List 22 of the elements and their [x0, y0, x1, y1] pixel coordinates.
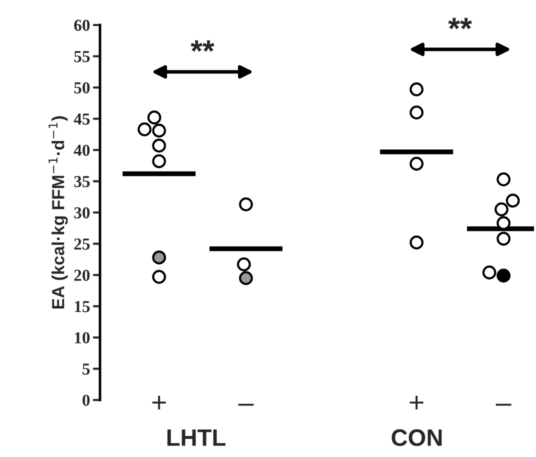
y-tick-label: 25	[74, 238, 90, 250]
x-axis-title: LHTL	[167, 430, 226, 446]
x-tick-label: +	[152, 396, 166, 410]
x-tick-label: –	[238, 404, 254, 406]
y-tick-label: 60	[74, 20, 90, 31]
y-tick-label: 30	[74, 207, 90, 218]
x-axis-title: CON	[392, 429, 442, 446]
y-tick-label: 55	[74, 51, 90, 62]
annotation: **	[190, 40, 214, 52]
y-tick-label: 20	[74, 270, 90, 281]
y-tick-label: 5	[82, 364, 90, 375]
y-tick-label: 35	[74, 176, 90, 188]
x-tick-label: +	[410, 396, 424, 410]
y-tick-label: 15	[74, 301, 90, 312]
x-tick-label: –	[496, 404, 512, 406]
y-axis-title: EA (kcal·kg FFM$^{−1}$·d$^{−1}$)	[48, 116, 68, 309]
y-tick-label: 10	[74, 332, 90, 344]
y-tick-label: 50	[74, 82, 90, 94]
annotation: **	[448, 18, 472, 30]
y-tick-label: 40	[74, 144, 90, 156]
y-tick-label: 0	[82, 394, 90, 406]
y-tick-label: 45	[74, 114, 90, 125]
